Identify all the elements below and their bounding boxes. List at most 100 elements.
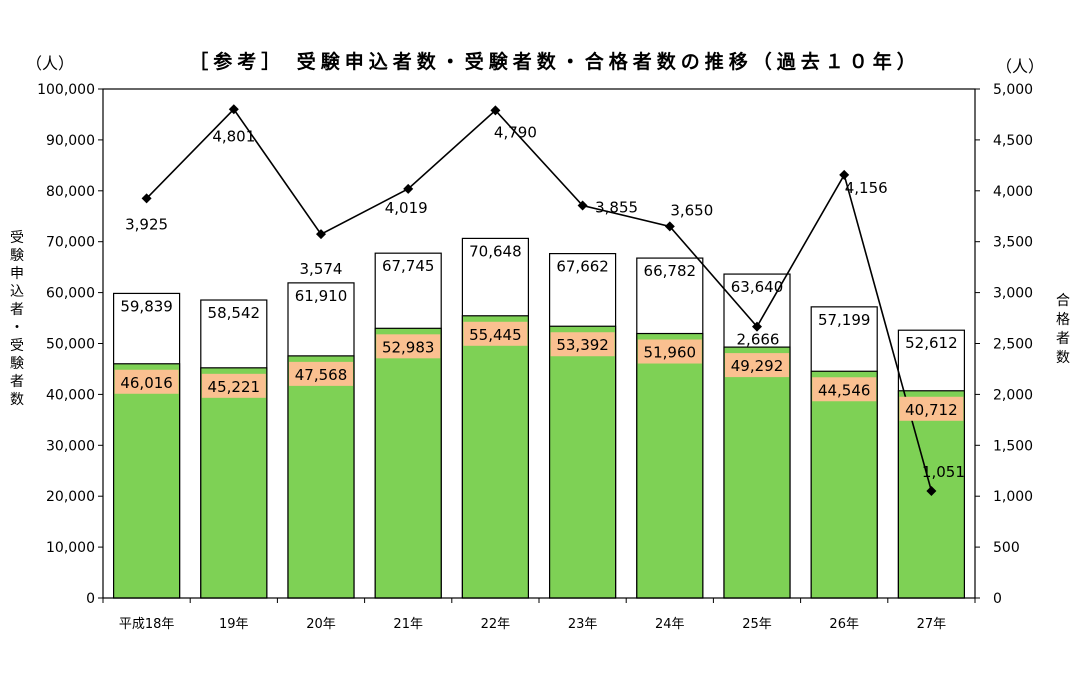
x-tick-label: 27年 — [917, 617, 947, 632]
x-tick-label: 22年 — [481, 617, 511, 632]
left-tick-label: 20,000 — [46, 489, 95, 505]
line-layer — [141, 104, 937, 497]
passers-value-label: 2,666 — [737, 331, 780, 349]
axes-layer: 0 10,000 20,000 30,000 40,000 50,000 60,000 70,… — [10, 82, 1070, 632]
examinees-value-label: 47,568 — [295, 366, 348, 384]
left-tick-label: 10,000 — [46, 540, 95, 556]
examinees-bar — [810, 370, 878, 599]
left-axis-title-char: 込 — [10, 284, 24, 300]
examinees-value-label: 51,960 — [644, 344, 697, 362]
examinees-label-bg — [637, 339, 702, 364]
examinees-value-label: 53,392 — [556, 336, 609, 354]
right-axis-unit: （人） — [996, 57, 1044, 76]
left-axis-title-char: 者 — [10, 374, 24, 390]
passers-value-label: 1,051 — [922, 463, 965, 481]
applicants-value-label: 61,910 — [295, 287, 348, 305]
passers-value-label: 4,019 — [385, 199, 428, 217]
passers-marker — [752, 321, 762, 332]
examinees-value-label: 40,712 — [905, 401, 958, 419]
applicants-value-label: 67,745 — [382, 257, 435, 275]
right-tick-label: 500 — [993, 540, 1020, 556]
left-tick-label: 100,000 — [37, 82, 95, 98]
passers-marker — [228, 104, 239, 115]
x-tick-label: 平成18年 — [119, 617, 175, 632]
examinees-value-label: 49,292 — [731, 357, 784, 375]
left-tick-label: 0 — [86, 591, 95, 607]
x-tick-label: 26年 — [829, 617, 859, 632]
applicants-value-label: 52,612 — [905, 334, 958, 352]
examinees-label-bg — [289, 361, 353, 386]
left-axis-title-char: 者 — [10, 302, 24, 318]
passers-marker — [141, 193, 152, 204]
left-axis-title: 受験申込者・受験者数 — [10, 230, 24, 408]
right-tick-label: 0 — [993, 591, 1002, 607]
left-tick-label: 40,000 — [46, 387, 95, 403]
left-tick-label: 70,000 — [46, 235, 95, 251]
left-axis-unit: （人） — [26, 54, 74, 73]
examinees-label-bg — [812, 377, 877, 402]
applicants-value-label: 57,199 — [818, 311, 871, 329]
right-tick-label: 4,000 — [993, 184, 1033, 200]
right-tick-label: 3,000 — [993, 286, 1033, 302]
examinees-label-bg — [725, 353, 789, 378]
right-axis-title-char: 数 — [1056, 350, 1070, 366]
x-tick-label: 25年 — [742, 617, 772, 632]
passers-value-label: 3,925 — [125, 215, 168, 233]
examinees-label-bg — [463, 321, 528, 346]
passers-value-label: 4,790 — [494, 123, 537, 141]
labels-layer: 59,839 58,542 61,910 67,745 70,648 67,662 66,7… — [114, 123, 965, 481]
passers-marker — [577, 200, 588, 211]
passers-marker — [926, 486, 937, 497]
x-tick-label: 21年 — [393, 617, 423, 632]
left-axis-title-char: 受 — [10, 230, 24, 246]
left-tick-label: 80,000 — [46, 184, 95, 200]
passers-value-label: 4,156 — [845, 179, 888, 197]
applicants-value-label: 67,662 — [556, 258, 609, 276]
examinees-label-bg — [201, 373, 266, 398]
examinees-bar — [723, 346, 791, 599]
x-tick-label: 19年 — [219, 617, 249, 632]
left-axis-title-char: 申 — [10, 266, 24, 282]
left-tick-label: 60,000 — [46, 286, 95, 302]
examinees-value-label: 45,221 — [208, 378, 261, 396]
passers-marker — [490, 105, 501, 116]
right-tick-label: 2,000 — [993, 387, 1033, 403]
right-axis-title-char: 格 — [1056, 312, 1070, 328]
examinees-bar — [200, 367, 268, 599]
left-axis-title-char: 数 — [10, 392, 24, 408]
passers-marker — [403, 183, 414, 194]
examinees-bar — [636, 332, 704, 599]
passers-line — [146, 108, 933, 492]
x-tick-label: 23年 — [568, 617, 598, 632]
examinees-bar — [112, 363, 181, 599]
right-tick-label: 4,500 — [993, 133, 1033, 149]
left-tick-label: 90,000 — [46, 133, 95, 149]
right-tick-label: 1,500 — [993, 438, 1033, 454]
left-axis-title-char: 験 — [10, 356, 24, 372]
left-tick-label: 30,000 — [46, 438, 95, 454]
applicants-value-label: 58,542 — [208, 304, 261, 322]
examinees-bar — [461, 315, 529, 599]
right-axis-title-char: 合 — [1056, 293, 1070, 309]
passers-value-label: 3,855 — [595, 199, 638, 217]
examinees-label-bg — [114, 369, 179, 394]
examinees-bar — [287, 355, 355, 599]
x-tick-label: 20年 — [306, 617, 336, 632]
bars-layer — [112, 237, 966, 599]
examinees-label-bg — [376, 334, 441, 359]
right-tick-label: 2,500 — [993, 337, 1033, 353]
examinees-value-label: 46,016 — [120, 374, 173, 392]
right-axis-title: 合格者数 — [1056, 293, 1070, 366]
passers-marker — [316, 229, 326, 240]
left-axis-title-char: ・ — [10, 320, 24, 336]
examinees-bar — [548, 325, 617, 599]
x-tick-label: 24年 — [655, 617, 685, 632]
right-axis-title-char: 者 — [1056, 331, 1070, 347]
passers-marker — [839, 169, 850, 180]
applicants-value-label: 66,782 — [644, 262, 697, 280]
examinees-value-label: 44,546 — [818, 381, 871, 399]
examinees-label-bg — [550, 332, 615, 357]
passers-value-label: 4,801 — [212, 127, 255, 145]
right-tick-label: 5,000 — [993, 82, 1033, 98]
passers-marker — [664, 221, 675, 232]
